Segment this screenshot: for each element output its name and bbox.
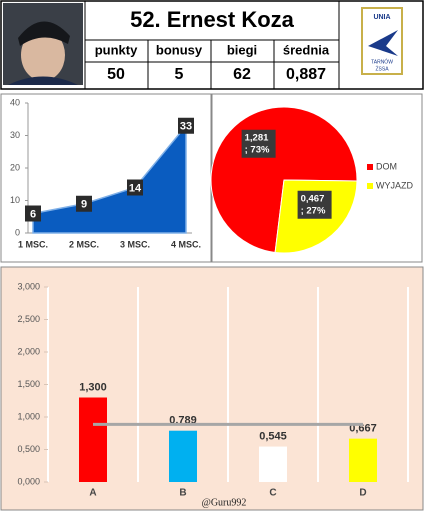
data-label-box [76,195,92,212]
legend-label: DOM [376,161,397,171]
header: 52. Ernest Koza punkty bonusy biegi śred… [0,0,424,90]
player-name: 52. Ernest Koza [130,7,295,32]
logo-text: ŻSSA [375,65,389,72]
x-tick-label: 1 MSC. [18,239,48,249]
stat-value: 5 [175,66,184,83]
y-tick-label: 20 [10,162,20,172]
data-label: 14 [129,182,142,194]
data-label: 9 [81,199,87,211]
bar [259,446,287,482]
data-label-box [241,129,276,158]
y-tick-label: 40 [10,97,20,107]
data-label: ; 27% [301,205,326,216]
data-label-box [127,179,143,196]
stat-header: średnia [283,42,330,57]
data-label: 1,281 [245,132,269,143]
legend-swatch [367,183,373,189]
logo-text: UNIA [373,14,390,21]
logo-bird [368,30,398,56]
stat-value: 0,887 [286,66,326,83]
y-tick-label: 0,500 [17,444,40,454]
stat-value: 50 [107,66,125,83]
legend-swatch [367,164,373,170]
bar [349,438,377,482]
x-tick-label: 3 MSC. [120,239,150,249]
x-tick-label: D [359,488,366,499]
data-label-box [25,205,41,222]
stat-header: bonusy [156,42,203,57]
photo-shirt [8,76,78,85]
data-label: 33 [180,121,192,133]
y-tick-label: 3,000 [17,281,40,291]
y-tick-label: 30 [10,130,20,140]
x-tick-label: 4 MSC. [171,239,201,249]
data-label: 1,300 [79,381,107,393]
x-tick-label: C [269,488,276,499]
data-label: 0,467 [301,193,325,204]
stat-value: 62 [233,66,251,83]
data-label: 0,545 [259,430,287,442]
x-tick-label: A [89,488,96,499]
data-label-box [178,117,194,134]
bar [169,430,197,482]
annotation: @Guru992 [202,497,247,508]
photo-cap [18,21,70,46]
y-tick-label: 10 [10,195,20,205]
stat-header: punkty [95,42,138,57]
y-tick-label: 2,500 [17,314,40,324]
y-tick-label: 1,000 [17,411,40,421]
x-tick-label: 2 MSC. [69,239,99,249]
logo-text: TARNÓW [371,58,393,65]
header-frame [0,0,424,90]
data-label: ; 73% [245,144,270,155]
x-tick-label: B [179,488,186,499]
photo-face [21,29,65,81]
stat-header: biegi [227,42,257,57]
bar [79,397,107,482]
y-tick-label: 0 [15,227,20,237]
data-label: 6 [30,208,36,220]
y-tick-label: 0,000 [17,476,40,486]
y-tick-label: 1,500 [17,379,40,389]
data-label-box [297,190,332,219]
legend-label: WYJAZD [376,180,413,190]
y-tick-label: 2,000 [17,346,40,356]
